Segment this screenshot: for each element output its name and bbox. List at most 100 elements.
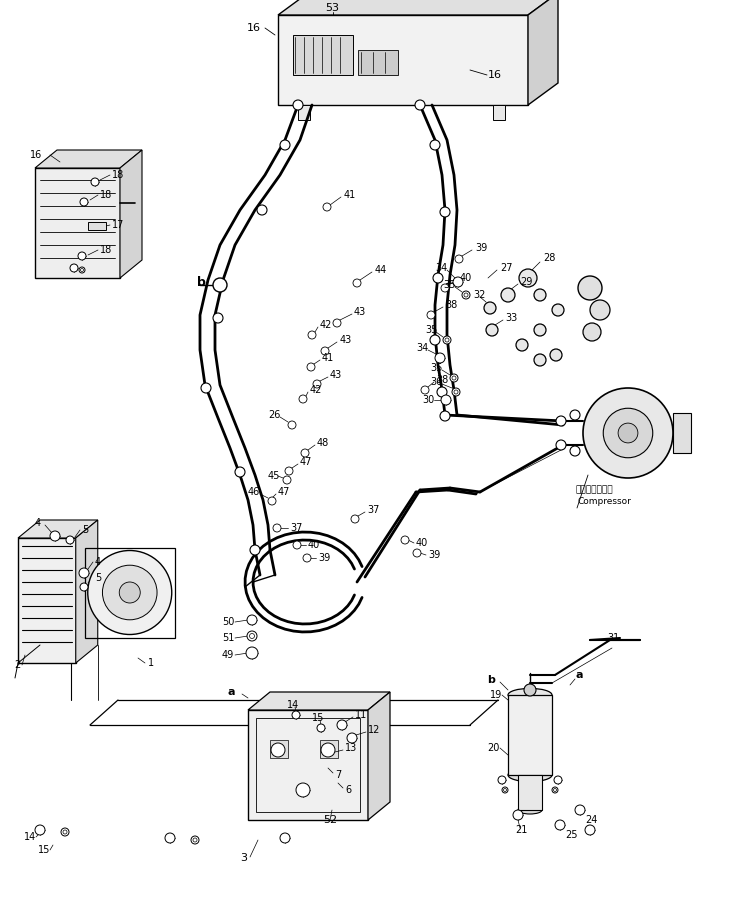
Text: 17: 17	[112, 220, 124, 230]
Circle shape	[534, 324, 546, 336]
Text: 27: 27	[500, 263, 512, 273]
Text: 40: 40	[308, 540, 320, 550]
Text: 43: 43	[354, 307, 366, 317]
Text: コンプレッサー: コンプレッサー	[575, 485, 613, 494]
Polygon shape	[248, 692, 390, 710]
Circle shape	[435, 353, 445, 363]
Circle shape	[351, 515, 359, 523]
Circle shape	[283, 476, 291, 484]
Text: 2: 2	[14, 660, 20, 670]
Circle shape	[247, 631, 257, 641]
Bar	[18, 538, 75, 663]
Circle shape	[308, 331, 316, 339]
Text: 29: 29	[520, 277, 533, 287]
Circle shape	[484, 302, 496, 314]
Bar	[84, 547, 175, 637]
Text: b: b	[487, 675, 495, 685]
Text: 42: 42	[320, 320, 332, 330]
Circle shape	[430, 335, 440, 345]
Circle shape	[299, 395, 307, 403]
Bar	[256, 718, 360, 812]
Text: 38: 38	[436, 375, 448, 385]
Text: 33: 33	[505, 313, 517, 323]
Text: 3: 3	[240, 853, 247, 863]
Text: 16: 16	[488, 70, 502, 80]
Circle shape	[502, 787, 508, 793]
Circle shape	[337, 720, 347, 730]
Circle shape	[353, 279, 361, 287]
Circle shape	[280, 833, 290, 843]
Circle shape	[578, 276, 602, 300]
Circle shape	[583, 323, 601, 341]
Circle shape	[440, 207, 450, 217]
Circle shape	[552, 304, 564, 316]
Text: 35: 35	[425, 325, 438, 335]
Text: 16: 16	[247, 23, 261, 33]
Bar	[493, 105, 505, 120]
Text: 35: 35	[443, 280, 456, 290]
Circle shape	[292, 711, 300, 719]
Circle shape	[462, 291, 470, 299]
Circle shape	[421, 386, 429, 394]
Circle shape	[554, 776, 562, 784]
Circle shape	[79, 267, 85, 273]
Circle shape	[257, 205, 267, 215]
Circle shape	[347, 733, 357, 743]
Circle shape	[516, 339, 528, 351]
Text: 11: 11	[355, 710, 368, 720]
Text: 44: 44	[375, 265, 387, 275]
Text: 12: 12	[368, 725, 380, 735]
Circle shape	[213, 278, 227, 292]
Circle shape	[450, 374, 458, 382]
Circle shape	[317, 724, 325, 732]
Text: 40: 40	[460, 273, 472, 283]
Text: 18: 18	[112, 170, 124, 180]
Circle shape	[440, 411, 450, 421]
Text: 47: 47	[300, 457, 312, 467]
Text: 47: 47	[278, 487, 291, 497]
Text: 42: 42	[310, 385, 323, 395]
Text: 50: 50	[222, 617, 235, 627]
Polygon shape	[278, 0, 558, 15]
Polygon shape	[368, 692, 390, 820]
Text: 1: 1	[148, 658, 154, 668]
Text: 40: 40	[416, 538, 428, 548]
Circle shape	[590, 300, 610, 320]
Circle shape	[519, 269, 537, 287]
Circle shape	[235, 467, 245, 477]
Circle shape	[556, 440, 566, 450]
Ellipse shape	[518, 806, 542, 814]
Circle shape	[78, 252, 86, 260]
Bar	[518, 775, 542, 810]
Circle shape	[585, 825, 595, 835]
Circle shape	[271, 743, 285, 757]
Polygon shape	[75, 520, 98, 663]
Text: 20: 20	[487, 743, 500, 753]
Circle shape	[570, 446, 580, 456]
Polygon shape	[528, 0, 558, 105]
Bar	[298, 105, 310, 120]
Circle shape	[313, 380, 321, 388]
Circle shape	[333, 319, 341, 327]
Text: a: a	[228, 687, 235, 697]
Circle shape	[498, 776, 506, 784]
Circle shape	[453, 277, 463, 287]
Circle shape	[87, 551, 172, 634]
Ellipse shape	[508, 769, 552, 781]
Circle shape	[303, 554, 311, 562]
Bar	[320, 740, 338, 758]
Circle shape	[443, 336, 451, 344]
Circle shape	[79, 568, 89, 578]
Circle shape	[618, 423, 638, 443]
Circle shape	[120, 582, 140, 603]
Text: 41: 41	[322, 353, 334, 363]
Text: 39: 39	[428, 550, 440, 560]
Circle shape	[191, 836, 199, 844]
Text: 30: 30	[422, 395, 434, 405]
Bar	[673, 413, 691, 453]
Text: 15: 15	[38, 845, 50, 855]
Circle shape	[296, 783, 310, 797]
Circle shape	[250, 545, 260, 555]
Circle shape	[430, 140, 440, 150]
Circle shape	[455, 255, 463, 263]
